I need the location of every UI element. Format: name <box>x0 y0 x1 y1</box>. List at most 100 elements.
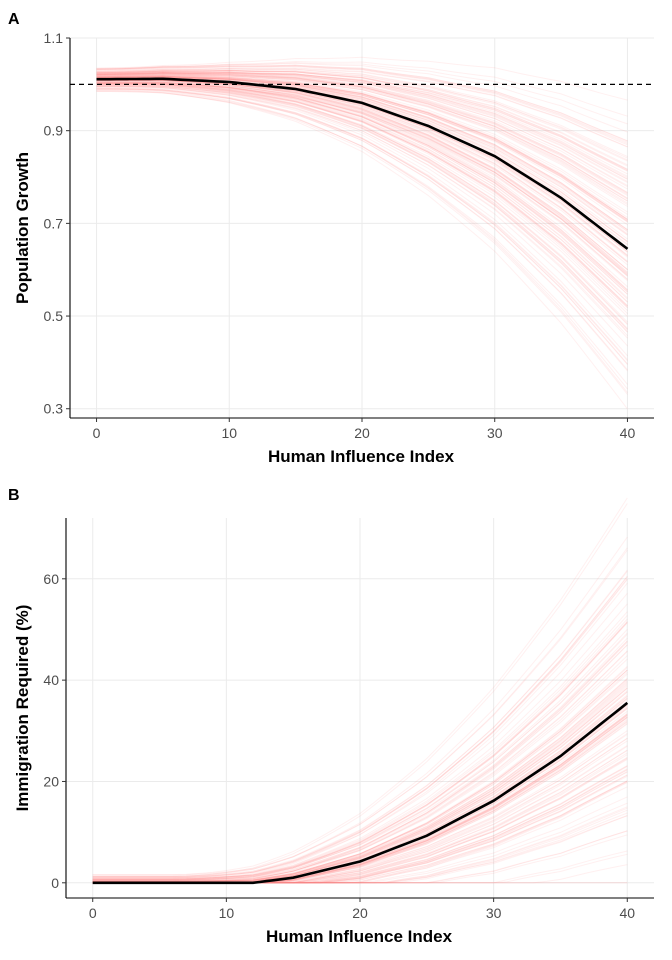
posterior-draw <box>96 72 628 180</box>
posterior-draw <box>92 673 628 882</box>
posterior-draw <box>96 71 628 188</box>
x-tick-label: 40 <box>619 905 635 921</box>
posterior-draw <box>96 79 628 266</box>
posterior-draw <box>96 80 628 280</box>
posterior-draw <box>96 76 628 222</box>
posterior-draw <box>96 72 628 177</box>
posterior-draw <box>96 83 628 333</box>
posterior-draw <box>96 71 628 182</box>
posterior-draw <box>96 81 628 299</box>
posterior-draw <box>96 79 628 271</box>
posterior-draw <box>96 79 628 288</box>
posterior-draw <box>96 81 628 276</box>
posterior-draw <box>96 91 628 385</box>
posterior-draw <box>96 79 628 263</box>
panel-a-y-axis-title: Population Growth <box>13 152 32 304</box>
posterior-draw <box>92 644 628 881</box>
posterior-draw <box>96 81 628 270</box>
posterior-draw <box>96 72 628 195</box>
posterior-draw <box>96 82 628 276</box>
posterior-draw <box>92 640 628 882</box>
posterior-draw <box>92 569 628 879</box>
posterior-draw <box>96 76 628 235</box>
posterior-draw <box>96 73 628 199</box>
posterior-draw <box>96 88 628 365</box>
posterior-draw <box>96 90 628 395</box>
posterior-draw <box>96 79 628 253</box>
posterior-draw <box>96 74 628 194</box>
posterior-draw <box>96 69 628 170</box>
posterior-draw <box>96 73 628 197</box>
posterior-draw <box>96 76 628 231</box>
x-tick-label: 20 <box>352 905 368 921</box>
y-tick-label: 1.1 <box>44 30 64 46</box>
posterior-draw <box>92 611 628 880</box>
posterior-draw <box>96 88 628 372</box>
posterior-draw <box>92 632 628 880</box>
posterior-draw <box>96 85 628 317</box>
posterior-draw <box>96 67 628 148</box>
x-tick-label: 10 <box>219 905 235 921</box>
posterior-draw <box>96 71 628 180</box>
posterior-draw <box>96 72 628 171</box>
posterior-draw <box>96 83 628 293</box>
posterior-draw <box>96 82 628 291</box>
posterior-draw <box>96 72 628 200</box>
posterior-draw <box>96 72 628 187</box>
posterior-draw <box>96 82 628 311</box>
posterior-draw <box>92 593 628 878</box>
posterior-draw <box>92 603 628 880</box>
posterior-draw <box>96 87 628 365</box>
mean-curve-line <box>92 701 629 885</box>
posterior-draw <box>96 81 628 290</box>
posterior-draw <box>96 75 628 240</box>
x-tick-label: 10 <box>221 425 237 441</box>
posterior-draw <box>92 629 628 881</box>
panel-a-uncertainty-draws <box>96 56 628 410</box>
posterior-draw <box>96 70 628 166</box>
posterior-draw <box>92 621 628 881</box>
y-tick-label: 0.9 <box>44 123 64 139</box>
posterior-draw <box>96 80 628 252</box>
posterior-draw <box>96 60 628 117</box>
posterior-draw <box>96 85 628 333</box>
posterior-draw <box>96 70 628 167</box>
posterior-draw <box>96 65 628 143</box>
posterior-draw <box>96 64 628 142</box>
y-tick-label: 60 <box>43 571 59 587</box>
posterior-draw <box>96 76 628 242</box>
posterior-draw <box>92 683 628 882</box>
posterior-draw <box>96 76 628 233</box>
posterior-draw <box>96 80 628 277</box>
panel-b-line-chart: B 0 10 20 30 40 0 20 40 60 Human Influence Inde… <box>8 487 654 946</box>
posterior-draw <box>92 622 628 881</box>
posterior-draw <box>92 669 628 882</box>
posterior-draw <box>96 72 628 202</box>
posterior-draw <box>96 82 628 280</box>
posterior-draw <box>92 582 628 880</box>
posterior-draw <box>92 549 628 876</box>
posterior-draw <box>92 655 628 881</box>
posterior-draw <box>96 70 628 172</box>
posterior-draw <box>96 73 628 193</box>
posterior-draw <box>96 79 628 275</box>
posterior-draw <box>96 71 628 172</box>
posterior-draw <box>96 83 628 308</box>
posterior-draw <box>92 503 628 877</box>
posterior-draw <box>96 74 628 220</box>
posterior-draw <box>92 641 628 881</box>
posterior-draw <box>96 69 628 162</box>
posterior-draw <box>96 76 628 223</box>
posterior-draw <box>92 536 628 877</box>
posterior-draw <box>96 83 628 275</box>
panel-a-x-axis-title: Human Influence Index <box>268 447 455 466</box>
y-tick-label: 0.7 <box>44 215 64 231</box>
posterior-draw <box>92 669 628 882</box>
x-tick-label: 20 <box>354 425 370 441</box>
posterior-draw <box>96 87 628 337</box>
posterior-draw <box>96 74 628 206</box>
posterior-draw <box>96 88 628 371</box>
panel-a-line-chart: A 0 10 20 30 40 0.3 0.5 0.7 0.9 1.1 Human Influe… <box>8 11 654 466</box>
posterior-draw <box>96 86 628 347</box>
